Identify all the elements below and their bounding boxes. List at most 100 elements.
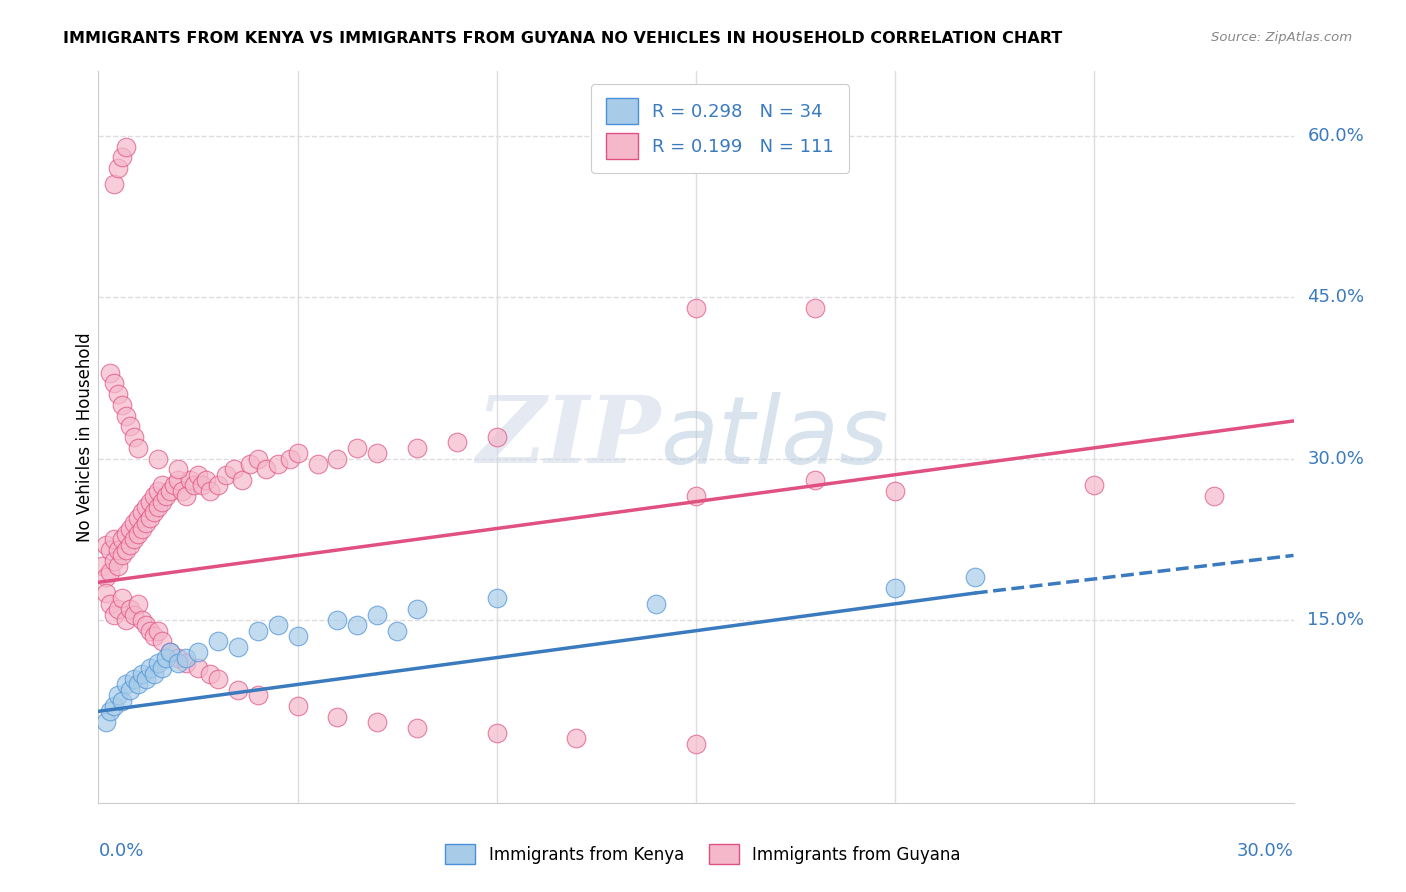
Point <box>226 682 249 697</box>
Point <box>148 500 170 514</box>
Point <box>127 510 149 524</box>
Point <box>287 446 309 460</box>
Point <box>124 516 146 530</box>
Point <box>120 602 142 616</box>
Point <box>366 715 388 730</box>
Point <box>135 500 157 514</box>
Text: 60.0%: 60.0% <box>1308 127 1364 145</box>
Point <box>485 591 508 606</box>
Point <box>148 624 170 638</box>
Point <box>207 634 229 648</box>
Point <box>111 693 134 707</box>
Point <box>685 301 707 315</box>
Point <box>107 161 129 176</box>
Point <box>127 441 149 455</box>
Point <box>98 705 122 719</box>
Point <box>239 457 262 471</box>
Point <box>96 586 118 600</box>
Point <box>96 715 118 730</box>
Point <box>278 451 301 466</box>
Point <box>120 682 142 697</box>
Point <box>115 139 138 153</box>
Point <box>98 565 122 579</box>
Point <box>172 483 194 498</box>
Point <box>150 661 173 675</box>
Point <box>107 559 129 574</box>
Point <box>124 607 146 622</box>
Point <box>191 478 214 492</box>
Point <box>131 613 153 627</box>
Point <box>222 462 245 476</box>
Point <box>131 521 153 535</box>
Point <box>159 483 181 498</box>
Point <box>120 419 142 434</box>
Point <box>115 409 138 423</box>
Point <box>267 457 290 471</box>
Point <box>183 478 205 492</box>
Point <box>167 473 190 487</box>
Point <box>215 467 238 482</box>
Point <box>103 178 125 192</box>
Point <box>150 494 173 508</box>
Point <box>231 473 253 487</box>
Point <box>346 441 368 455</box>
Text: Source: ZipAtlas.com: Source: ZipAtlas.com <box>1212 31 1353 45</box>
Point <box>103 698 125 713</box>
Point <box>115 527 138 541</box>
Point <box>143 666 166 681</box>
Point <box>148 656 170 670</box>
Point <box>187 467 209 482</box>
Point <box>96 538 118 552</box>
Point <box>98 543 122 558</box>
Point <box>120 521 142 535</box>
Legend: Immigrants from Kenya, Immigrants from Guyana: Immigrants from Kenya, Immigrants from G… <box>439 838 967 871</box>
Text: 30.0%: 30.0% <box>1308 450 1364 467</box>
Point <box>91 559 114 574</box>
Point <box>159 645 181 659</box>
Legend: R = 0.298   N = 34, R = 0.199   N = 111: R = 0.298 N = 34, R = 0.199 N = 111 <box>591 84 849 173</box>
Point <box>187 645 209 659</box>
Point <box>884 581 907 595</box>
Point <box>406 602 429 616</box>
Point <box>346 618 368 632</box>
Point <box>174 656 197 670</box>
Point <box>159 645 181 659</box>
Point <box>254 462 277 476</box>
Text: 0.0%: 0.0% <box>98 842 143 860</box>
Point <box>98 597 122 611</box>
Point <box>167 656 190 670</box>
Point <box>1083 478 1105 492</box>
Point <box>446 435 468 450</box>
Point <box>385 624 409 638</box>
Point <box>111 150 134 164</box>
Point <box>127 597 149 611</box>
Point <box>685 489 707 503</box>
Point <box>485 430 508 444</box>
Point <box>115 543 138 558</box>
Point <box>135 516 157 530</box>
Point <box>246 624 269 638</box>
Point <box>148 451 170 466</box>
Point <box>326 613 349 627</box>
Point <box>131 666 153 681</box>
Point <box>645 597 668 611</box>
Point <box>107 688 129 702</box>
Point <box>406 441 429 455</box>
Point <box>124 533 146 547</box>
Point <box>111 549 134 563</box>
Text: IMMIGRANTS FROM KENYA VS IMMIGRANTS FROM GUYANA NO VEHICLES IN HOUSEHOLD CORRELA: IMMIGRANTS FROM KENYA VS IMMIGRANTS FROM… <box>63 31 1063 46</box>
Y-axis label: No Vehicles in Household: No Vehicles in Household <box>76 332 94 542</box>
Point <box>111 398 134 412</box>
Point <box>198 666 221 681</box>
Text: 45.0%: 45.0% <box>1308 288 1365 306</box>
Point <box>143 629 166 643</box>
Point <box>103 554 125 568</box>
Point <box>804 301 827 315</box>
Point <box>135 618 157 632</box>
Point <box>406 721 429 735</box>
Point <box>963 570 986 584</box>
Point <box>163 478 186 492</box>
Point <box>207 478 229 492</box>
Point <box>124 672 146 686</box>
Point <box>565 731 588 746</box>
